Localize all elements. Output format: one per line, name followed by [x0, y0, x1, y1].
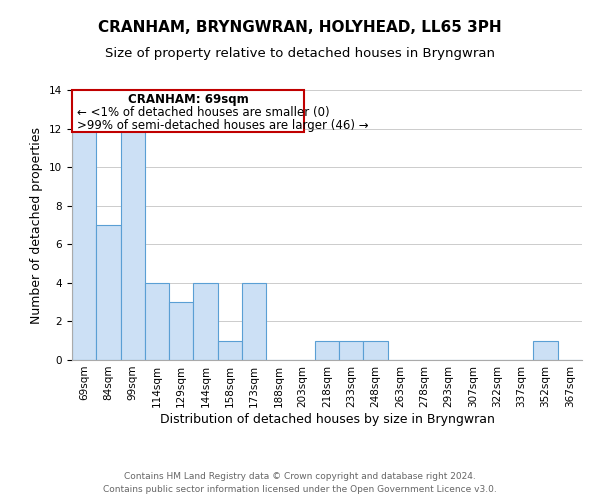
Bar — [72, 128, 96, 360]
Text: CRANHAM, BRYNGWRAN, HOLYHEAD, LL65 3PH: CRANHAM, BRYNGWRAN, HOLYHEAD, LL65 3PH — [98, 20, 502, 35]
Bar — [96, 225, 121, 360]
Text: Contains public sector information licensed under the Open Government Licence v3: Contains public sector information licen… — [103, 485, 497, 494]
Bar — [339, 340, 364, 360]
Bar — [145, 283, 169, 360]
Bar — [242, 283, 266, 360]
Bar — [364, 340, 388, 360]
Text: CRANHAM: 69sqm: CRANHAM: 69sqm — [128, 92, 248, 106]
Bar — [218, 340, 242, 360]
Text: >99% of semi-detached houses are larger (46) →: >99% of semi-detached houses are larger … — [77, 119, 369, 132]
Bar — [533, 340, 558, 360]
Text: ← <1% of detached houses are smaller (0): ← <1% of detached houses are smaller (0) — [77, 106, 330, 119]
Text: Size of property relative to detached houses in Bryngwran: Size of property relative to detached ho… — [105, 48, 495, 60]
Bar — [193, 283, 218, 360]
Bar — [121, 128, 145, 360]
FancyBboxPatch shape — [72, 90, 304, 132]
Text: Contains HM Land Registry data © Crown copyright and database right 2024.: Contains HM Land Registry data © Crown c… — [124, 472, 476, 481]
Bar — [315, 340, 339, 360]
Bar — [169, 302, 193, 360]
X-axis label: Distribution of detached houses by size in Bryngwran: Distribution of detached houses by size … — [160, 412, 494, 426]
Y-axis label: Number of detached properties: Number of detached properties — [31, 126, 43, 324]
